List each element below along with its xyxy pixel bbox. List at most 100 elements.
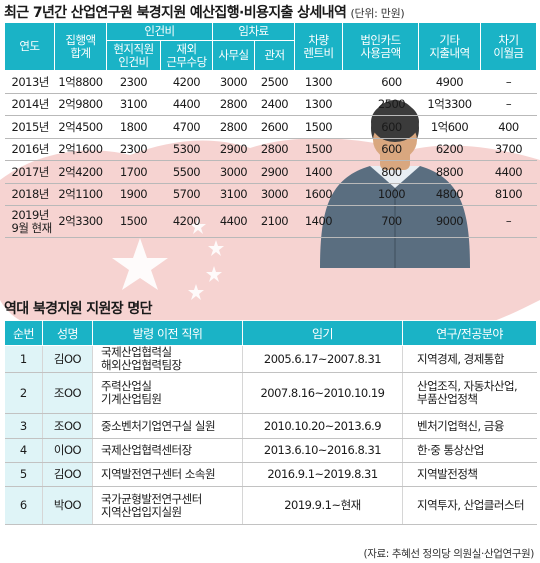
star-icon bbox=[112, 238, 168, 290]
cell-other: 9000 bbox=[418, 205, 481, 238]
cell-card: 600 bbox=[342, 115, 419, 139]
cell-expat: 5500 bbox=[160, 160, 213, 184]
cell-no: 5 bbox=[4, 462, 43, 487]
cell-name: 김OO bbox=[42, 345, 93, 373]
cell-vehicle: 1500 bbox=[294, 138, 343, 161]
cell-vehicle: 1400 bbox=[294, 205, 343, 238]
header-field: 연구/전공분야 bbox=[402, 320, 537, 346]
cell-card: 2500 bbox=[342, 93, 419, 116]
cell-term: 2007.8.16~2010.10.19 bbox=[242, 372, 403, 414]
header-prev-position: 발령 이전 직위 bbox=[92, 320, 243, 346]
cell-name: 김OO bbox=[42, 462, 93, 487]
cell-year: 2016년 bbox=[4, 138, 55, 161]
table-row: 6 박OO 국가균형발전연구센터 지역산업입지실원 2019.9.1~현재 지역투자, … bbox=[4, 486, 537, 525]
cell-local: 2300 bbox=[106, 70, 161, 94]
budget-table: 연도 집행액 합계 인건비 임차료 차량 렌트비 법인카드 사용금액 기타 지출… bbox=[4, 22, 537, 238]
cell-vehicle: 1300 bbox=[294, 93, 343, 116]
cell-no: 2 bbox=[4, 372, 43, 414]
cell-office: 3100 bbox=[212, 183, 255, 206]
cell-prev: 주력산업실 기계산업팀원 bbox=[92, 372, 243, 414]
cell-loan: 3700 bbox=[480, 138, 537, 161]
heads-table: 순번 성명 발령 이전 직위 임기 연구/전공분야 1 김OO 국제산업협력실 해외… bbox=[4, 320, 537, 525]
cell-name: 조OO bbox=[42, 372, 93, 414]
table-row: 2017년 2억4200 1700 5500 3000 2900 1400 800 8800 44… bbox=[4, 160, 537, 184]
cell-local: 1900 bbox=[106, 183, 161, 206]
cell-field: 벤처기업혁신, 금융 bbox=[402, 413, 537, 439]
header-rent-residence: 관저 bbox=[254, 40, 295, 71]
cell-term: 2005.6.17~2007.8.31 bbox=[242, 345, 403, 373]
table-row: 2019년 9월 현재 2억3300 1500 4200 4400 2100 1400 700… bbox=[4, 205, 537, 238]
cell-loan: – bbox=[480, 205, 537, 238]
cell-no: 1 bbox=[4, 345, 43, 373]
cell-no: 6 bbox=[4, 486, 43, 525]
header-labor: 인건비 bbox=[106, 22, 213, 41]
cell-no: 4 bbox=[4, 438, 43, 463]
header-loan: 차기 이월금 bbox=[480, 22, 537, 71]
cell-residence: 2100 bbox=[254, 205, 295, 238]
cell-term: 2010.10.20~2013.6.9 bbox=[242, 413, 403, 439]
cell-name: 조OO bbox=[42, 413, 93, 439]
cell-local: 1700 bbox=[106, 160, 161, 184]
header-card: 법인카드 사용금액 bbox=[342, 22, 419, 71]
cell-residence: 2900 bbox=[254, 160, 295, 184]
cell-local: 2300 bbox=[106, 138, 161, 161]
table-row: 2 조OO 주력산업실 기계산업팀원 2007.8.16~2010.10.19 산업조직… bbox=[4, 372, 537, 414]
cell-local: 1500 bbox=[106, 205, 161, 238]
header-other: 기타 지출내역 bbox=[418, 22, 481, 71]
cell-other: 1억3300 bbox=[418, 93, 481, 116]
header-rent: 임차료 bbox=[212, 22, 295, 41]
table-row: 1 김OO 국제산업협력실 해외산업협력팀장 2005.6.17~2007.8.31 지… bbox=[4, 345, 537, 373]
cell-expat: 4400 bbox=[160, 93, 213, 116]
cell-field: 한·중 통상산업 bbox=[402, 438, 537, 463]
cell-total: 2억9800 bbox=[54, 93, 107, 116]
header-labor-local: 현지직원 인건비 bbox=[106, 40, 161, 71]
cell-name: 이OO bbox=[42, 438, 93, 463]
source-note: (자료: 추혜선 정의당 의원실·산업연구원) bbox=[363, 548, 535, 560]
table-row: 5 김OO 지역발전연구센터 소속원 2016.9.1~2019.8.31 지역발전정책 bbox=[4, 462, 537, 487]
table-row: 2015년 2억4500 1800 4700 2800 2600 1500 600 1억600 4… bbox=[4, 115, 537, 139]
cell-vehicle: 1500 bbox=[294, 115, 343, 139]
cell-year: 2018년 bbox=[4, 183, 55, 206]
cell-office: 2900 bbox=[212, 138, 255, 161]
cell-expat: 5700 bbox=[160, 183, 213, 206]
cell-total: 2억1100 bbox=[54, 183, 107, 206]
cell-term: 2013.6.10~2016.8.31 bbox=[242, 438, 403, 463]
cell-vehicle: 1400 bbox=[294, 160, 343, 184]
cell-year: 2015년 bbox=[4, 115, 55, 139]
cell-expat: 5300 bbox=[160, 138, 213, 161]
cell-local: 1800 bbox=[106, 115, 161, 139]
cell-local: 3100 bbox=[106, 93, 161, 116]
cell-other: 4800 bbox=[418, 183, 481, 206]
cell-expat: 4700 bbox=[160, 115, 213, 139]
cell-term: 2019.9.1~현재 bbox=[242, 486, 403, 525]
cell-residence: 2500 bbox=[254, 70, 295, 94]
table-row: 2013년 1억8800 2300 4200 3000 2500 1300 600 4900– bbox=[4, 70, 537, 94]
cell-prev: 국가균형발전연구센터 지역산업입지실원 bbox=[92, 486, 243, 525]
cell-office: 3000 bbox=[212, 160, 255, 184]
table-row: 2018년 2억1100 1900 5700 3100 3000 1600 1000 4800 8… bbox=[4, 183, 537, 206]
cell-other: 1억600 bbox=[418, 115, 481, 139]
cell-expat: 4200 bbox=[160, 205, 213, 238]
cell-card: 1000 bbox=[342, 183, 419, 206]
cell-other: 4900 bbox=[418, 70, 481, 94]
cell-vehicle: 1300 bbox=[294, 70, 343, 94]
cell-year: 2013년 bbox=[4, 70, 55, 94]
cell-vehicle: 1600 bbox=[294, 183, 343, 206]
cell-residence: 2400 bbox=[254, 93, 295, 116]
cell-loan: – bbox=[480, 70, 537, 94]
table-row: 3 조OO 중소벤처기업연구실 실원 2010.10.20~2013.6.9 벤처기업혁… bbox=[4, 413, 537, 439]
cell-card: 600 bbox=[342, 138, 419, 161]
cell-office: 3000 bbox=[212, 70, 255, 94]
cell-other: 8800 bbox=[418, 160, 481, 184]
table-row: 4 이OO 국제산업협력센터장 2013.6.10~2016.8.31 한·중 통상산업 bbox=[4, 438, 537, 463]
unit-label: (단위: 만원) bbox=[350, 7, 405, 20]
header-vehicle: 차량 렌트비 bbox=[294, 22, 343, 71]
cell-total: 1억8800 bbox=[54, 70, 107, 94]
table-row: 2016년 2억1600 2300 5300 2900 2800 1500 600 6200 37… bbox=[4, 138, 537, 161]
cell-total: 2억3300 bbox=[54, 205, 107, 238]
cell-year: 2019년 9월 현재 bbox=[4, 205, 55, 238]
cell-loan: – bbox=[480, 93, 537, 116]
cell-office: 2800 bbox=[212, 93, 255, 116]
cell-residence: 2600 bbox=[254, 115, 295, 139]
cell-field: 지역투자, 산업클러스터 bbox=[402, 486, 537, 525]
